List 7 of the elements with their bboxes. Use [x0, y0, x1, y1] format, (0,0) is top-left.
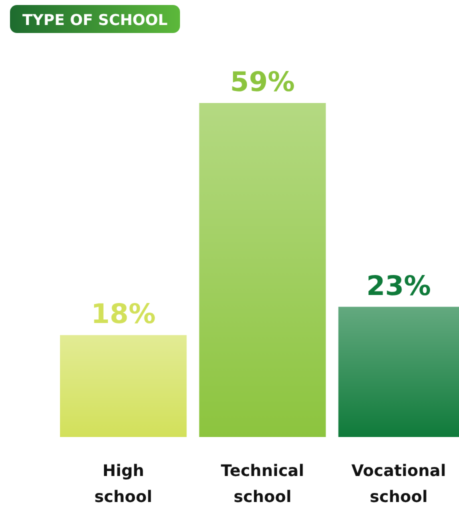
x-tick-label: Technical school — [220, 461, 304, 506]
data-label: 59% — [230, 67, 295, 98]
chart-title: TYPE OF SCHOOL — [22, 11, 168, 29]
x-tick-label: Vocational school — [351, 461, 446, 506]
x-tick-label: High school — [94, 461, 152, 506]
data-label: 23% — [366, 270, 431, 302]
data-label: 18% — [91, 299, 156, 330]
